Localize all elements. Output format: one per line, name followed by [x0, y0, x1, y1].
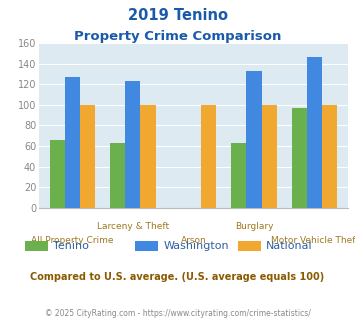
Text: Compared to U.S. average. (U.S. average equals 100): Compared to U.S. average. (U.S. average … [31, 272, 324, 282]
Bar [292, 108, 307, 208]
Text: 2019 Tenino: 2019 Tenino [127, 8, 228, 23]
Bar [110, 143, 125, 208]
Text: Property Crime Comparison: Property Crime Comparison [74, 30, 281, 43]
Bar [80, 105, 95, 208]
Bar [307, 57, 322, 208]
Bar [65, 77, 80, 208]
Bar [322, 105, 337, 208]
Bar [125, 81, 141, 208]
Text: Larceny & Theft: Larceny & Theft [97, 222, 169, 231]
Bar [246, 71, 262, 208]
Text: Burglary: Burglary [235, 222, 273, 231]
Bar [141, 105, 155, 208]
Bar [201, 105, 216, 208]
Text: © 2025 CityRating.com - https://www.cityrating.com/crime-statistics/: © 2025 CityRating.com - https://www.city… [45, 309, 310, 317]
Text: Arson: Arson [181, 236, 206, 245]
Text: Tenino: Tenino [53, 241, 89, 251]
Bar [50, 140, 65, 208]
Text: Washington: Washington [163, 241, 229, 251]
Bar [231, 143, 246, 208]
Text: National: National [266, 241, 313, 251]
Bar [262, 105, 277, 208]
Text: All Property Crime: All Property Crime [31, 236, 114, 245]
Text: Motor Vehicle Theft: Motor Vehicle Theft [271, 236, 355, 245]
